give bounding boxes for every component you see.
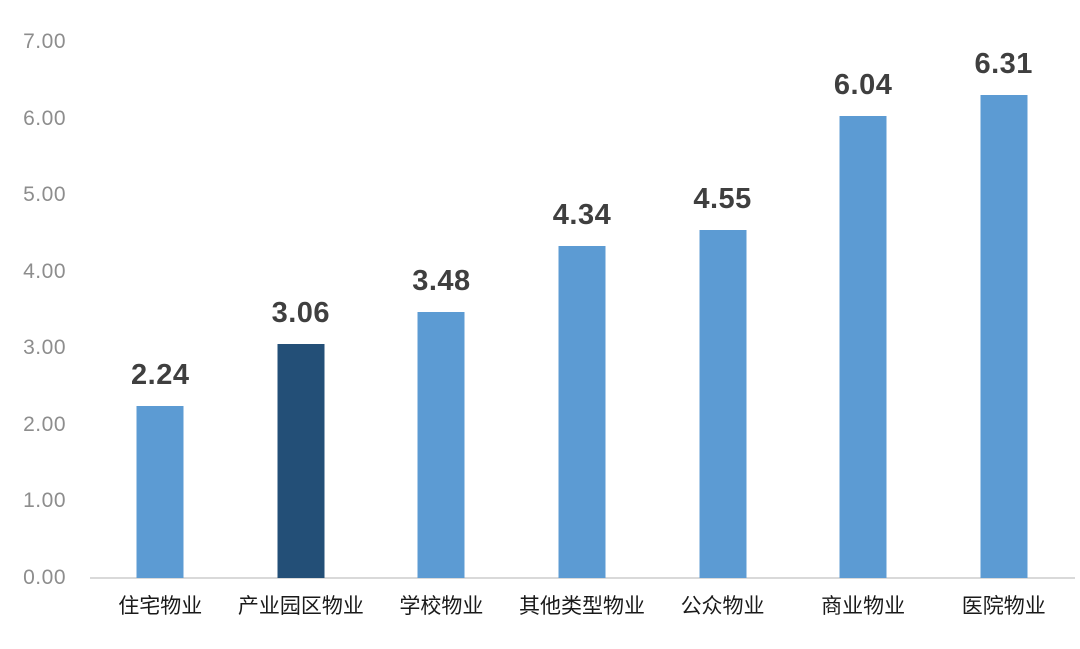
bar-group: 2.24 — [90, 42, 231, 578]
x-axis-baseline — [90, 577, 1075, 579]
bar — [417, 311, 465, 578]
y-axis-tick-label: 7.00 — [23, 30, 66, 53]
bar-value-label: 4.55 — [693, 182, 752, 215]
y-axis-tick-label: 6.00 — [23, 106, 66, 130]
bar-value-label: 3.48 — [412, 264, 471, 297]
plot-area: 2.24 3.06 3.48 4.34 4.55 6.04 6.31 — [90, 42, 1074, 578]
bar-group: 6.04 — [793, 42, 934, 578]
y-axis-tick-label: 4.00 — [23, 259, 66, 283]
bar-group: 4.34 — [512, 42, 653, 578]
bar-highlighted — [277, 343, 325, 578]
category-label: 商业物业 — [821, 595, 906, 618]
category-label: 产业园区物业 — [237, 595, 364, 618]
bar-group: 6.31 — [933, 42, 1074, 578]
y-axis: 0.00 1.00 2.00 3.00 4.00 5.00 6.00 7.00 — [0, 0, 66, 649]
category-label: 其他类型物业 — [518, 595, 645, 618]
y-axis-tick-label: 0.00 — [23, 566, 66, 589]
y-axis-tick-label: 5.00 — [23, 183, 66, 207]
bar-group: 4.55 — [652, 42, 793, 578]
bar — [839, 115, 887, 578]
bar-value-label: 6.04 — [833, 68, 893, 101]
y-axis-tick-label: 1.00 — [23, 489, 66, 513]
bar — [980, 94, 1028, 578]
y-axis-tick-label: 3.00 — [23, 336, 66, 360]
bar-value-label: 6.31 — [974, 47, 1033, 80]
category-label: 住宅物业 — [118, 595, 203, 618]
bar-group: 3.06 — [231, 42, 372, 578]
category-label: 公众物业 — [680, 595, 765, 618]
bar — [699, 229, 747, 578]
category-label: 学校物业 — [399, 595, 484, 618]
x-axis-labels: 住宅物业 产业园区物业 学校物业 其他类型物业 公众物业 商业物业 医院物业 — [90, 592, 1074, 622]
bar-value-label: 2.24 — [131, 359, 190, 392]
bar — [558, 245, 606, 578]
category-label: 医院物业 — [961, 595, 1046, 618]
bar-value-label: 3.06 — [271, 296, 331, 329]
y-axis-tick-label: 2.00 — [23, 412, 66, 436]
bar — [136, 406, 184, 578]
bar-value-label: 4.34 — [552, 198, 612, 231]
bar-group: 3.48 — [371, 42, 512, 578]
